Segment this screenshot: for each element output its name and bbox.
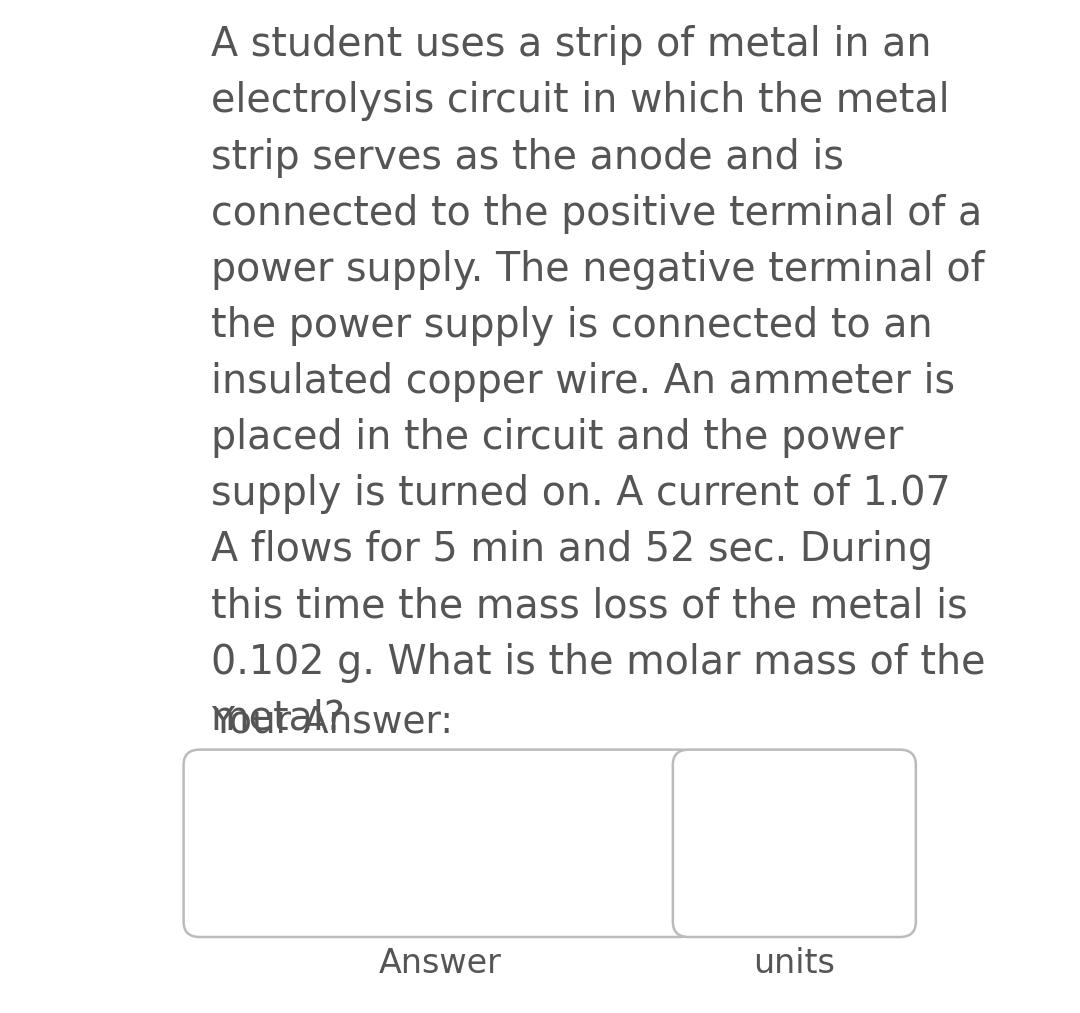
Text: units: units	[754, 947, 835, 981]
Text: Your Answer:: Your Answer:	[211, 704, 453, 741]
FancyBboxPatch shape	[184, 750, 697, 937]
FancyBboxPatch shape	[673, 750, 916, 937]
Text: Answer: Answer	[379, 947, 501, 981]
Text: A student uses a strip of metal in an
electrolysis circuit in which the metal
st: A student uses a strip of metal in an el…	[211, 25, 985, 738]
